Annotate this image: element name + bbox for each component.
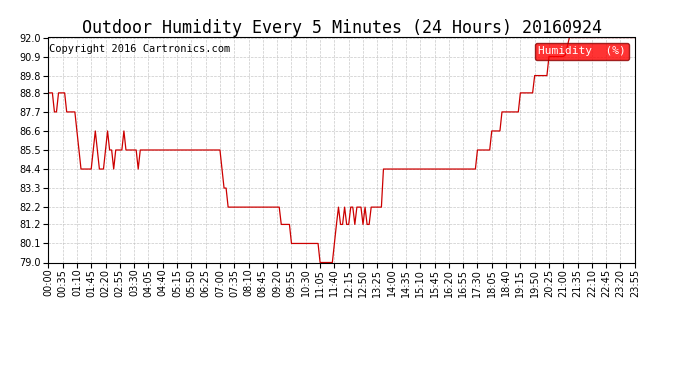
Humidity  (%) (539, 74, 547, 78)
Legend: Humidity  (%): Humidity (%) (535, 43, 629, 60)
Humidity  (%) (565, 35, 573, 40)
Humidity  (%) (563, 44, 571, 48)
Humidity  (%) (549, 54, 558, 59)
Humidity  (%) (631, 35, 639, 40)
Text: Copyright 2016 Cartronics.com: Copyright 2016 Cartronics.com (49, 44, 230, 54)
Humidity  (%) (316, 260, 324, 265)
Line: Humidity  (%): Humidity (%) (48, 38, 635, 262)
Humidity  (%) (44, 91, 52, 95)
Title: Outdoor Humidity Every 5 Minutes (24 Hours) 20160924: Outdoor Humidity Every 5 Minutes (24 Hou… (81, 20, 602, 38)
Humidity  (%) (584, 35, 592, 40)
Humidity  (%) (95, 167, 104, 171)
Humidity  (%) (342, 222, 351, 226)
